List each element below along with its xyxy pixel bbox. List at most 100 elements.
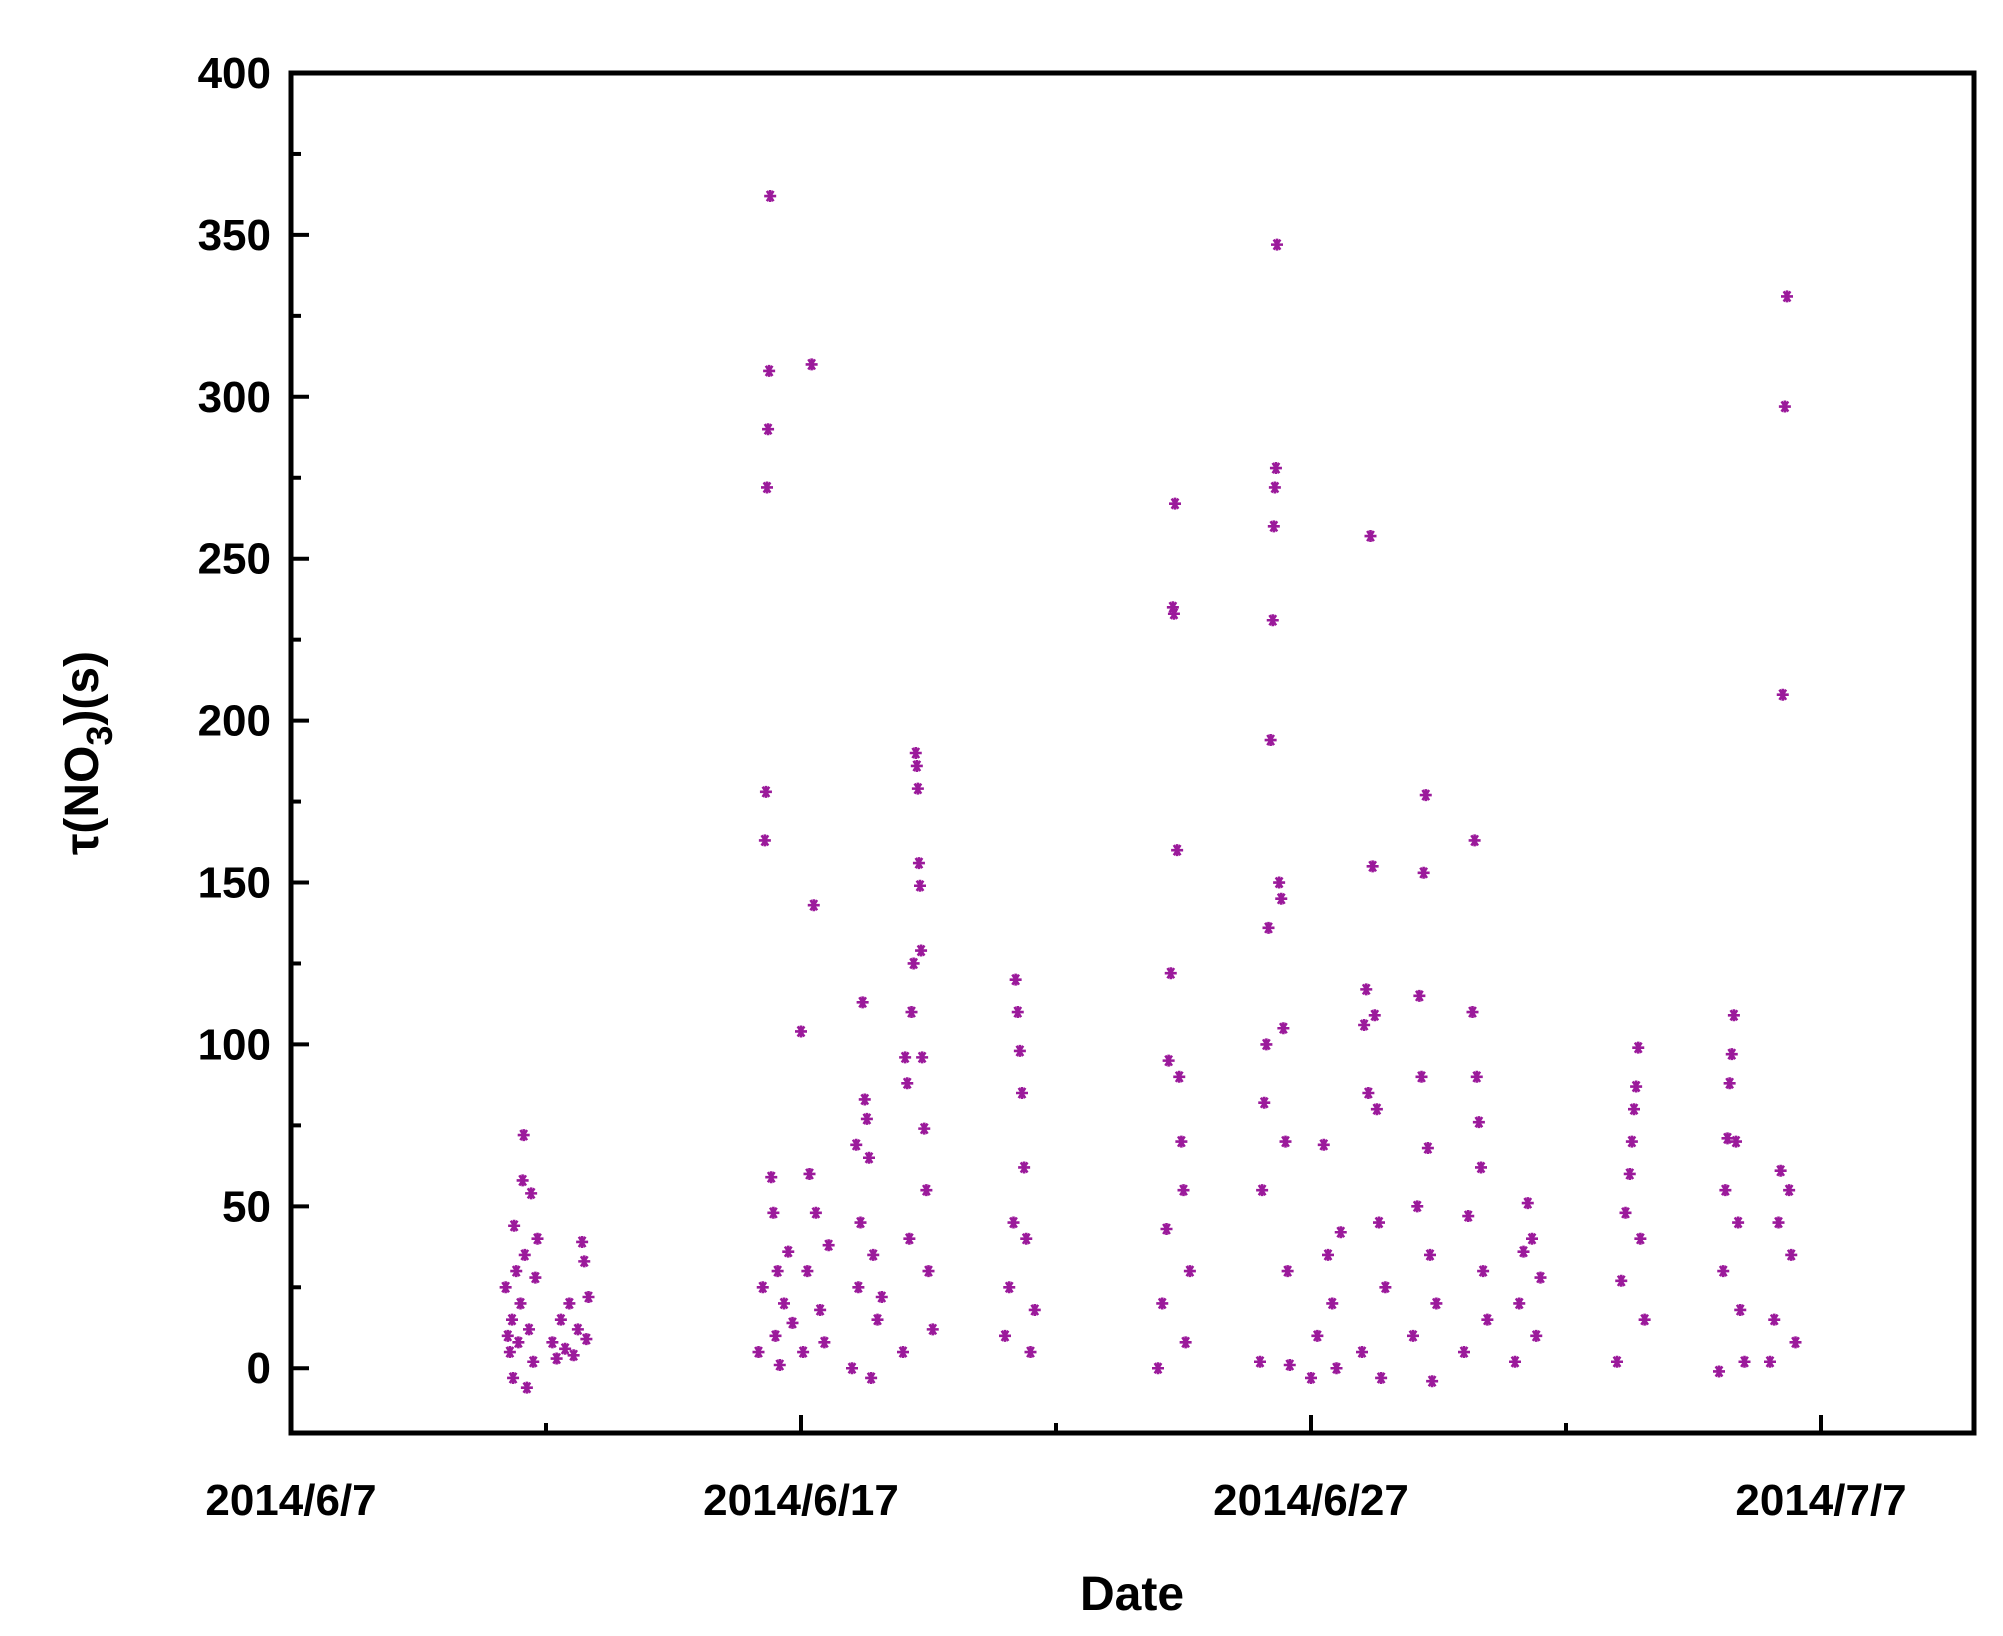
data-point	[1513, 1297, 1526, 1310]
data-point	[1179, 1336, 1192, 1349]
x-axis-title: Date	[1080, 1568, 1184, 1621]
data-point	[797, 1346, 810, 1359]
data-point	[1024, 1346, 1037, 1359]
data-point	[1734, 1303, 1747, 1316]
data-point	[1260, 1038, 1273, 1051]
data-point	[506, 1313, 518, 1326]
data-point	[875, 1291, 888, 1303]
data-point	[1273, 876, 1286, 889]
data-point	[1271, 238, 1283, 251]
data-point	[822, 1239, 835, 1252]
data-point	[1413, 989, 1426, 1002]
data-point	[782, 1245, 795, 1258]
data-point	[909, 747, 922, 759]
data-point	[1785, 1248, 1798, 1261]
y-tick-label: 100	[198, 1020, 271, 1069]
data-point	[1009, 973, 1022, 986]
data-point	[1356, 1346, 1368, 1359]
data-point	[852, 1281, 865, 1294]
x-tick-label: 2014/7/7	[1735, 1476, 1906, 1525]
data-point	[1630, 1080, 1643, 1093]
data-point	[576, 1235, 589, 1248]
data-point	[850, 1138, 863, 1151]
y-tick-label: 50	[222, 1182, 271, 1231]
data-point	[926, 1323, 939, 1336]
y-tick-label: 250	[198, 535, 271, 584]
data-point	[918, 1122, 931, 1135]
data-point	[897, 1346, 909, 1359]
data-point	[1283, 1359, 1296, 1371]
data-point	[1517, 1245, 1530, 1258]
data-point	[1375, 1371, 1388, 1384]
data-point	[778, 1297, 790, 1310]
y-tick-label: 300	[198, 373, 271, 422]
data-point	[1266, 614, 1279, 627]
data-point	[1175, 1135, 1188, 1148]
plot-area-frame	[288, 70, 1977, 1436]
x-axis: 2014/6/7 2014/6/17 2014/6/27 2014/7/7	[205, 1415, 1907, 1525]
y-axis: 0 50 100 150 200 250 300 350 400	[198, 49, 309, 1393]
data-point	[854, 1216, 867, 1229]
data-point	[1526, 1232, 1538, 1245]
data-point	[1713, 1365, 1725, 1378]
data-point	[803, 1167, 816, 1180]
data-point	[1317, 1138, 1330, 1151]
data-point	[1721, 1132, 1734, 1145]
x-tick-label: 2014/6/27	[1213, 1476, 1409, 1525]
data-point	[786, 1316, 799, 1329]
data-point	[554, 1313, 567, 1326]
x-tick-label: 2014/6/7	[205, 1476, 376, 1525]
data-point	[1003, 1281, 1016, 1294]
data-point	[1623, 1167, 1636, 1180]
data-point	[1611, 1355, 1623, 1368]
data-point	[1330, 1362, 1343, 1375]
data-point	[503, 1346, 516, 1359]
data-point	[499, 1281, 512, 1294]
data-point	[899, 1051, 912, 1064]
y-axis-title-subscript: 3	[79, 726, 120, 746]
y-axis-title: τ(NO3)(s)	[56, 651, 120, 855]
data-point	[871, 1313, 884, 1326]
data-point	[1183, 1265, 1196, 1278]
data-point	[1020, 1232, 1033, 1245]
data-point	[1166, 601, 1179, 614]
data-point	[550, 1352, 563, 1365]
y-tick-label: 200	[198, 697, 271, 746]
data-point	[1475, 1161, 1487, 1174]
data-point	[758, 834, 771, 847]
data-point	[1719, 1184, 1732, 1197]
data-point	[1723, 1077, 1736, 1090]
data-point	[1628, 1103, 1640, 1116]
data-point	[1267, 520, 1280, 533]
data-point	[1167, 607, 1180, 620]
data-point	[1466, 1006, 1479, 1019]
data-point	[1783, 1184, 1796, 1197]
data-point	[1481, 1313, 1494, 1326]
data-point	[999, 1329, 1011, 1342]
data-point	[1258, 1096, 1271, 1109]
data-point	[818, 1336, 831, 1349]
data-point	[863, 1151, 875, 1164]
data-point	[1011, 1006, 1024, 1019]
data-point	[1534, 1271, 1547, 1284]
data-point	[1638, 1313, 1651, 1326]
data-point	[1407, 1329, 1419, 1342]
data-point	[814, 1303, 827, 1316]
data-point	[1269, 462, 1282, 475]
data-point	[1358, 1019, 1371, 1031]
data-point	[769, 1329, 782, 1342]
data-point	[1477, 1265, 1490, 1278]
data-point	[914, 879, 926, 892]
data-point	[1305, 1371, 1317, 1384]
data-point	[1368, 1009, 1381, 1022]
data-point	[1028, 1303, 1041, 1316]
data-point	[916, 1051, 929, 1064]
x-tick-label: 2014/6/17	[703, 1476, 899, 1525]
data-point	[1362, 1087, 1375, 1099]
data-point	[901, 1077, 914, 1090]
data-point	[1411, 1200, 1424, 1213]
data-point	[508, 1219, 521, 1232]
data-point	[1277, 1022, 1290, 1035]
data-point	[1789, 1336, 1802, 1349]
